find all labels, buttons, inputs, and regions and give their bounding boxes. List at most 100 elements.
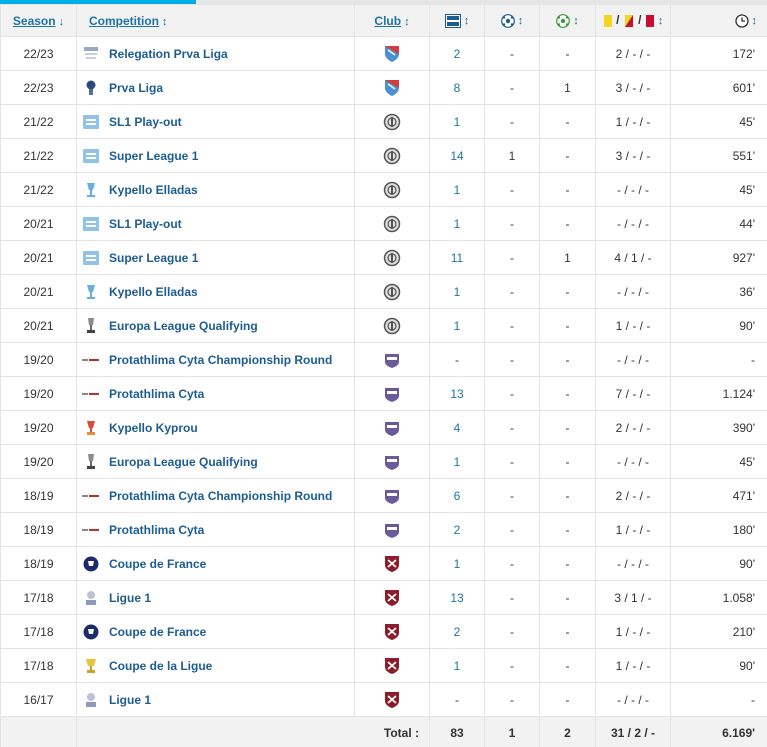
club-cell[interactable] (354, 478, 430, 513)
apps-cell[interactable]: 13 (429, 580, 485, 615)
apps-cell[interactable]: 1 (429, 444, 485, 479)
super-league-logo-icon[interactable] (81, 113, 101, 131)
football-icon[interactable] (500, 14, 515, 28)
competition-link[interactable]: Coupe de France (109, 624, 207, 639)
super-league-logo-icon[interactable] (81, 147, 101, 165)
minutes-header[interactable]: ↕ (670, 4, 767, 37)
ligue-1-logo-icon[interactable] (81, 589, 101, 607)
gray-round-crest-icon[interactable] (383, 113, 401, 130)
relegation-prva-liga-logo-icon[interactable] (81, 45, 101, 63)
assist-ball-icon[interactable] (556, 14, 571, 28)
apps-cell[interactable]: 13 (429, 376, 485, 411)
maroon-cross-crest-icon[interactable] (383, 555, 401, 572)
sort-icon[interactable]: ↕ (573, 15, 579, 28)
maroon-cross-crest-icon[interactable] (383, 691, 401, 708)
competition-link[interactable]: Super League 1 (109, 250, 199, 265)
purple-white-crest-icon[interactable] (383, 522, 401, 538)
apps-cell[interactable]: 1 (429, 104, 485, 139)
competition-link[interactable]: Ligue 1 (109, 692, 152, 707)
competition-link[interactable]: Ligue 1 (109, 590, 152, 605)
competition-link[interactable]: Europa League Qualifying (109, 318, 258, 333)
club-cell[interactable] (354, 172, 430, 207)
competition-link[interactable]: Coupe de la Ligue (109, 658, 213, 673)
competition-link[interactable]: Protathlima Cyta Championship Round (109, 352, 333, 367)
maroon-cross-crest-icon[interactable] (383, 589, 401, 606)
purple-white-crest-icon[interactable] (383, 420, 401, 436)
europa-league-trophy-icon[interactable] (81, 317, 101, 335)
gray-round-crest-icon[interactable] (383, 215, 401, 232)
maroon-cross-crest-icon[interactable] (383, 623, 401, 640)
cyprus-cup-logo-icon[interactable] (81, 419, 101, 437)
season-header[interactable]: Season ↓ (0, 4, 77, 37)
sort-icon[interactable]: ↕ (657, 15, 664, 28)
red-blue-shield-crest-icon[interactable] (383, 45, 401, 62)
prva-liga-logo-icon[interactable] (81, 79, 101, 97)
cyta-league-logo-icon[interactable] (81, 351, 101, 369)
club-cell[interactable] (354, 444, 430, 479)
gray-round-crest-icon[interactable] (383, 317, 401, 334)
club-header[interactable]: Club ↕ (354, 4, 430, 37)
apps-cell[interactable]: 2 (429, 512, 485, 547)
greek-cup-logo-icon[interactable] (81, 283, 101, 301)
sort-icon[interactable]: ↕ (463, 15, 470, 28)
gray-round-crest-icon[interactable] (383, 181, 401, 198)
apps-cell[interactable]: 1 (429, 546, 485, 581)
club-cell[interactable] (354, 580, 430, 615)
apps-cell[interactable]: 1 (429, 274, 485, 309)
sort-icon[interactable]: ↕ (751, 15, 758, 28)
apps-cell[interactable]: 8 (429, 70, 485, 105)
club-cell[interactable] (354, 274, 430, 309)
coupe-de-france-logo-icon[interactable] (81, 623, 101, 641)
club-cell[interactable] (354, 70, 430, 105)
red-card-icon[interactable] (645, 14, 655, 28)
competition-link[interactable]: Relegation Prva Liga (109, 46, 228, 61)
apps-cell[interactable]: 11 (429, 240, 485, 275)
club-cell[interactable] (354, 138, 430, 173)
gray-round-crest-icon[interactable] (383, 283, 401, 300)
clock-icon[interactable] (734, 14, 749, 28)
competition-link[interactable]: Europa League Qualifying (109, 454, 258, 469)
sort-desc-icon[interactable]: ↓ (58, 15, 65, 28)
purple-white-crest-icon[interactable] (383, 454, 401, 470)
club-cell[interactable] (354, 410, 430, 445)
coupe-de-la-ligue-trophy-icon[interactable] (81, 657, 101, 675)
competition-link[interactable]: Protathlima Cyta (109, 386, 205, 401)
goals-header[interactable]: ↕ (484, 4, 540, 37)
competition-header[interactable]: Competition ↕ (76, 4, 355, 37)
club-cell[interactable] (354, 546, 430, 581)
club-cell[interactable] (354, 308, 430, 343)
gray-round-crest-icon[interactable] (383, 249, 401, 266)
ligue-1-logo-icon[interactable] (81, 691, 101, 709)
club-cell[interactable] (354, 104, 430, 139)
purple-white-crest-icon[interactable] (383, 488, 401, 504)
competition-link[interactable]: Super League 1 (109, 148, 199, 163)
competition-link[interactable]: Prva Liga (109, 80, 164, 95)
sort-icon[interactable]: ↕ (162, 15, 168, 28)
competition-link[interactable]: Coupe de France (109, 556, 207, 571)
club-cell[interactable] (354, 682, 430, 717)
apps-cell[interactable]: 2 (429, 614, 485, 649)
apps-cell[interactable]: 2 (429, 36, 485, 71)
sort-icon[interactable]: ↕ (404, 15, 410, 28)
competition-link[interactable]: SL1 Play-out (109, 216, 182, 231)
second-yellow-card-icon[interactable] (623, 14, 635, 28)
appearances-header[interactable]: ↕ (429, 4, 485, 37)
club-cell[interactable] (354, 206, 430, 241)
competition-link[interactable]: Protathlima Cyta (109, 522, 205, 537)
purple-white-crest-icon[interactable] (383, 386, 401, 402)
club-cell[interactable] (354, 36, 430, 71)
red-blue-shield-crest-icon[interactable] (383, 79, 401, 96)
competition-link[interactable]: SL1 Play-out (109, 114, 182, 129)
cyta-league-logo-icon[interactable] (81, 521, 101, 539)
club-cell[interactable] (354, 342, 430, 377)
competition-link[interactable]: Kypello Elladas (109, 182, 198, 197)
super-league-logo-icon[interactable] (81, 249, 101, 267)
sort-icon[interactable]: ↕ (517, 15, 524, 28)
club-cell[interactable] (354, 240, 430, 275)
yellow-card-icon[interactable] (603, 14, 613, 28)
apps-cell[interactable]: 1 (429, 308, 485, 343)
assists-header[interactable]: ↕ (539, 4, 596, 37)
competition-link[interactable]: Protathlima Cyta Championship Round (109, 488, 333, 503)
competition-link[interactable]: Kypello Kyprou (109, 420, 198, 435)
club-cell[interactable] (354, 376, 430, 411)
